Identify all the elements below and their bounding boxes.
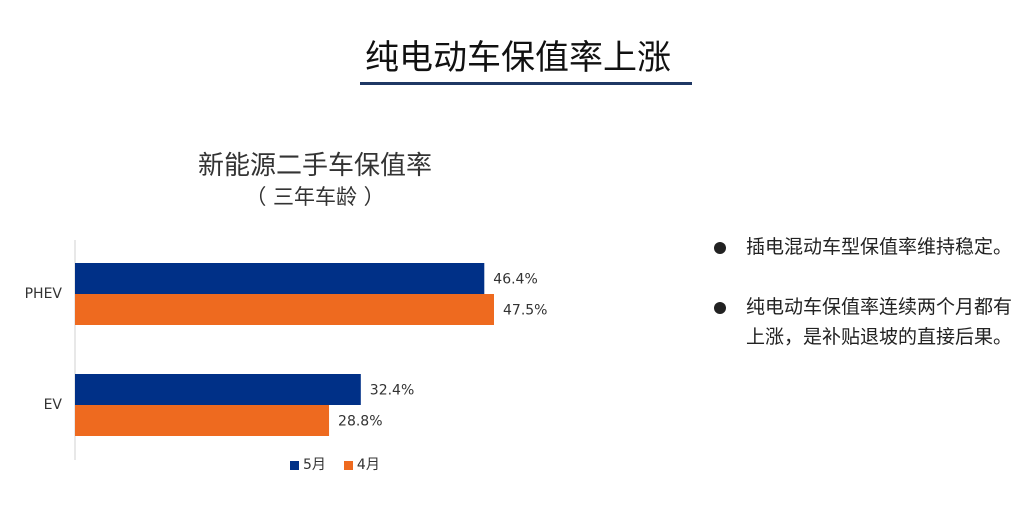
legend-label-may: 5月 — [303, 457, 326, 473]
bar — [75, 374, 361, 405]
category-label: PHEV — [25, 286, 63, 302]
data-label: 47.5% — [503, 303, 547, 319]
title-underline — [360, 82, 692, 85]
bullet-dot-icon — [714, 302, 726, 314]
chart-subtitle: （ 三年车龄 ） — [245, 185, 385, 209]
bar — [75, 405, 330, 436]
slide-title: 纯电动车保值率上涨 — [365, 38, 671, 78]
data-label: 46.4% — [493, 272, 537, 288]
bar — [75, 294, 494, 325]
legend-swatch-may — [290, 460, 299, 470]
legend-item-may: 5月 — [290, 456, 326, 474]
chart-title: 新能源二手车保值率 — [197, 151, 432, 181]
bullet-item: 插电混动车型保值率维持稳定。 — [712, 232, 1012, 262]
legend-label-april: 4月 — [356, 457, 380, 473]
bullet-text: 插电混动车型保值率维持稳定。 — [746, 236, 1013, 258]
bullet-dot-icon — [714, 242, 726, 254]
data-label: 28.8% — [338, 414, 382, 430]
bullet-list: 插电混动车型保值率维持稳定。 纯电动车保值率连续两个月都有上涨，是补贴退坡的直接… — [712, 232, 1012, 382]
legend-item-april: 4月 — [343, 456, 380, 474]
data-label: 32.4% — [370, 383, 414, 399]
chart-legend: 5月 4月 — [290, 456, 380, 474]
category-label: EV — [44, 397, 63, 413]
bullet-text: 纯电动车保值率连续两个月都有上涨，是补贴退坡的直接后果。 — [746, 296, 1013, 348]
bullet-item: 纯电动车保值率连续两个月都有上涨，是补贴退坡的直接后果。 — [712, 292, 1012, 352]
legend-swatch-april — [343, 460, 353, 470]
bar — [75, 263, 485, 294]
